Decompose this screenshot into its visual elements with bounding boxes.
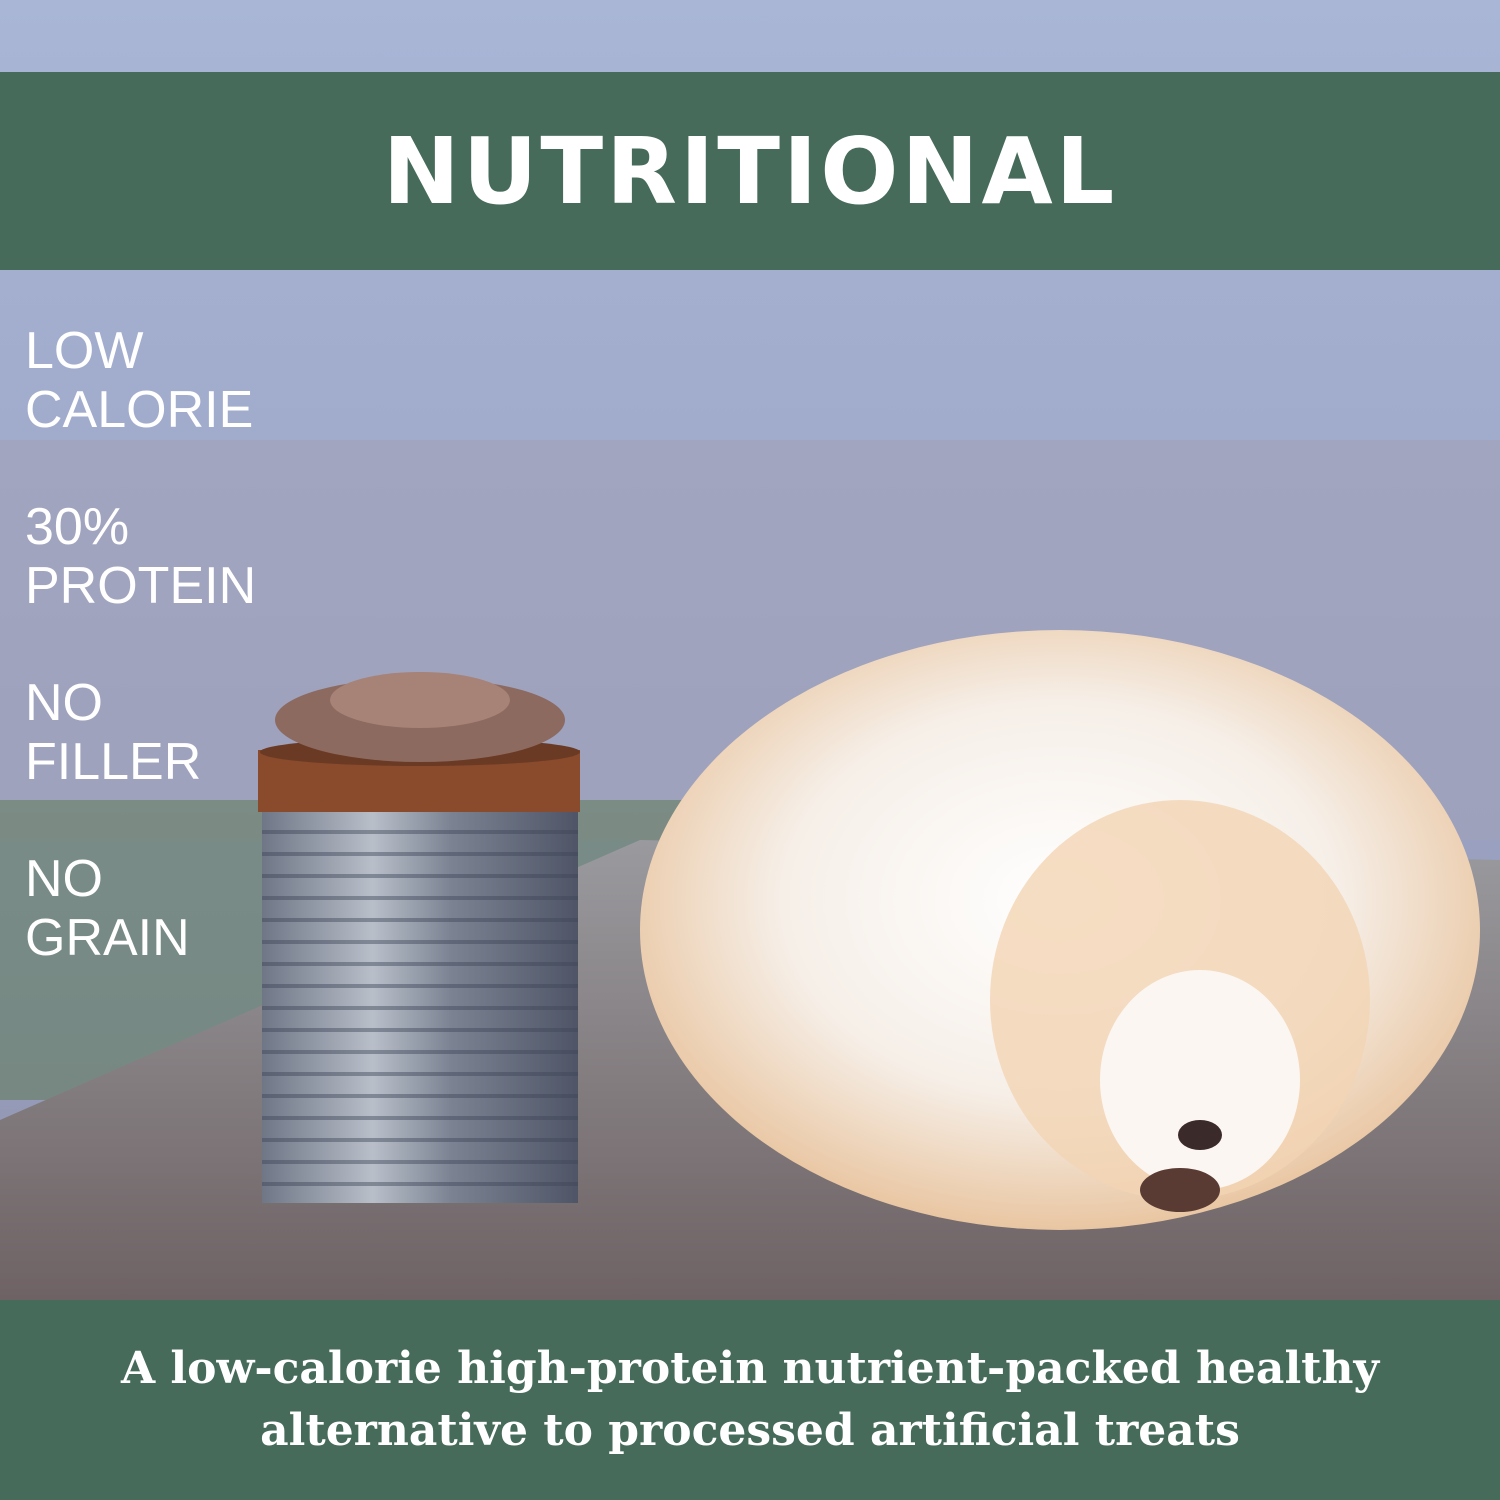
tagline-line-1: A low-calorie high-protein nutrient-pack… [120, 1343, 1380, 1394]
feature-line: FILLER [25, 733, 202, 791]
footer-banner: A low-calorie high-protein nutrient-pack… [0, 1300, 1500, 1500]
feature-protein: 30% PROTEIN [25, 498, 256, 616]
feature-list: LOW CALORIE 30% PROTEIN NO FILLER NO GRA… [25, 322, 256, 1026]
page-title: NUTRITIONAL [382, 117, 1118, 225]
feature-no-grain: NO GRAIN [25, 850, 256, 968]
feature-line: PROTEIN [25, 557, 257, 615]
feature-line: NO [25, 850, 103, 908]
feature-line: NO [25, 674, 103, 732]
feature-low-calorie: LOW CALORIE [25, 322, 256, 440]
feature-line: 30% [25, 498, 130, 556]
header-banner: NUTRITIONAL [0, 72, 1500, 270]
feature-line: LOW [25, 322, 144, 380]
tagline-line-2: alternative to processed artificial trea… [260, 1405, 1240, 1456]
feature-line: GRAIN [25, 909, 190, 967]
feature-no-filler: NO FILLER [25, 674, 256, 792]
feature-line: CALORIE [25, 381, 254, 439]
